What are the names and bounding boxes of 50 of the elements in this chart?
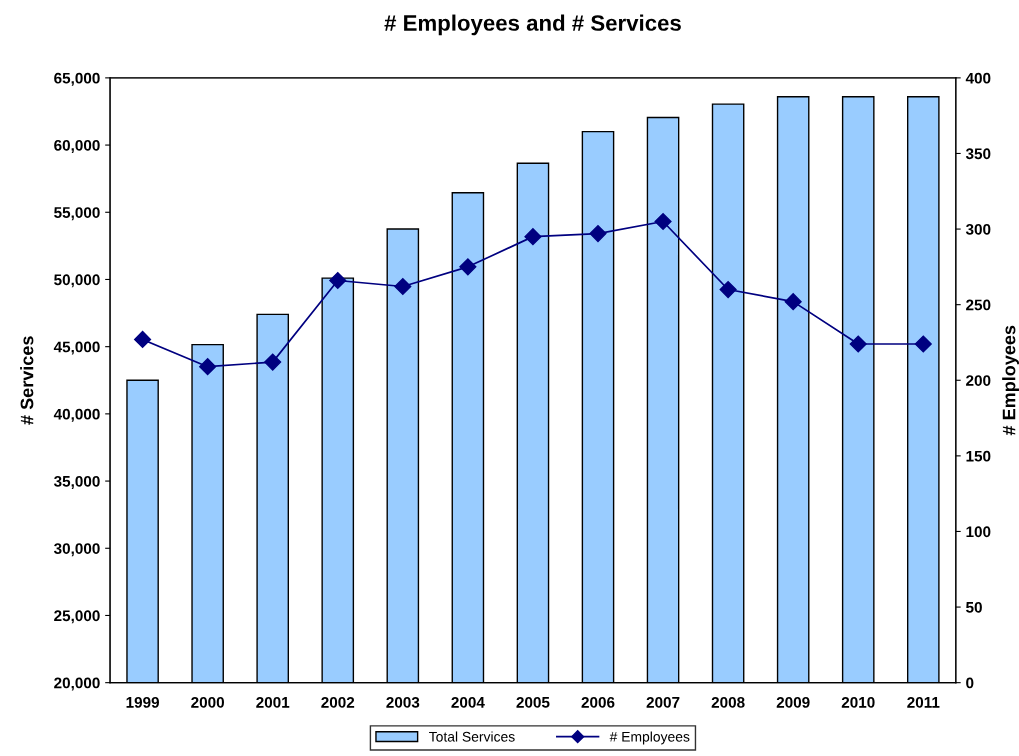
legend-label: # Employees bbox=[609, 731, 690, 745]
y-tick-label: 25,000 bbox=[54, 610, 100, 624]
point bbox=[459, 258, 477, 276]
point bbox=[134, 330, 152, 348]
x-tick-label: 2004 bbox=[451, 696, 485, 708]
x-tick-label: 2011 bbox=[907, 696, 940, 708]
x-tick-label: 2002 bbox=[321, 696, 355, 708]
x-tick-label: 2001 bbox=[256, 696, 290, 708]
x-tick-label: 2000 bbox=[191, 696, 225, 708]
y2-tick-label: 100 bbox=[966, 526, 991, 538]
y-tick-label: 55,000 bbox=[54, 207, 100, 221]
x-tick-label: 2008 bbox=[711, 696, 745, 708]
x-tick-label: 2009 bbox=[776, 696, 810, 708]
y2-tick-label: 200 bbox=[966, 375, 991, 386]
y-tick-label: 20,000 bbox=[54, 677, 100, 691]
y2-tick-label: 350 bbox=[965, 148, 991, 160]
x-tick-label: 2005 bbox=[516, 696, 550, 708]
y2-tick-label: 50 bbox=[966, 601, 982, 613]
y-tick-label: 35,000 bbox=[53, 475, 100, 489]
point bbox=[719, 280, 737, 299]
y2-axis-title: # Employees bbox=[1002, 325, 1019, 436]
point bbox=[264, 353, 282, 371]
point bbox=[914, 335, 932, 353]
y2-tick-label: 0 bbox=[966, 677, 974, 689]
point bbox=[589, 225, 607, 243]
point bbox=[784, 293, 802, 311]
y2-tick-label: 300 bbox=[965, 223, 991, 235]
point bbox=[199, 358, 217, 376]
y-tick-label: 65,000 bbox=[54, 72, 100, 86]
chart-title: # Employees and # Services bbox=[384, 14, 681, 36]
point bbox=[654, 212, 672, 231]
x-tick-label: 2003 bbox=[386, 696, 420, 708]
y2-tick-label: 150 bbox=[966, 450, 991, 462]
y-tick-label: 40,000 bbox=[53, 408, 100, 422]
y-tick-label: 45,000 bbox=[53, 341, 100, 355]
y2-tick-label: 250 bbox=[966, 299, 991, 311]
y-tick-label: 60,000 bbox=[54, 139, 100, 153]
x-tick-label: 1999 bbox=[126, 696, 160, 708]
x-tick-label: 2007 bbox=[646, 696, 680, 708]
point bbox=[524, 228, 542, 246]
point bbox=[394, 277, 412, 296]
x-tick-label: 2010 bbox=[841, 696, 875, 708]
point bbox=[849, 335, 867, 353]
y-tick-label: 50,000 bbox=[54, 274, 100, 288]
y2-tick-label: 400 bbox=[965, 72, 991, 84]
y-axis-title: # Services bbox=[20, 336, 34, 425]
y-tick-label: 30,000 bbox=[53, 543, 100, 557]
x-tick-label: 2006 bbox=[581, 696, 615, 708]
legend-label: Total Services bbox=[429, 731, 515, 742]
point bbox=[329, 271, 347, 290]
